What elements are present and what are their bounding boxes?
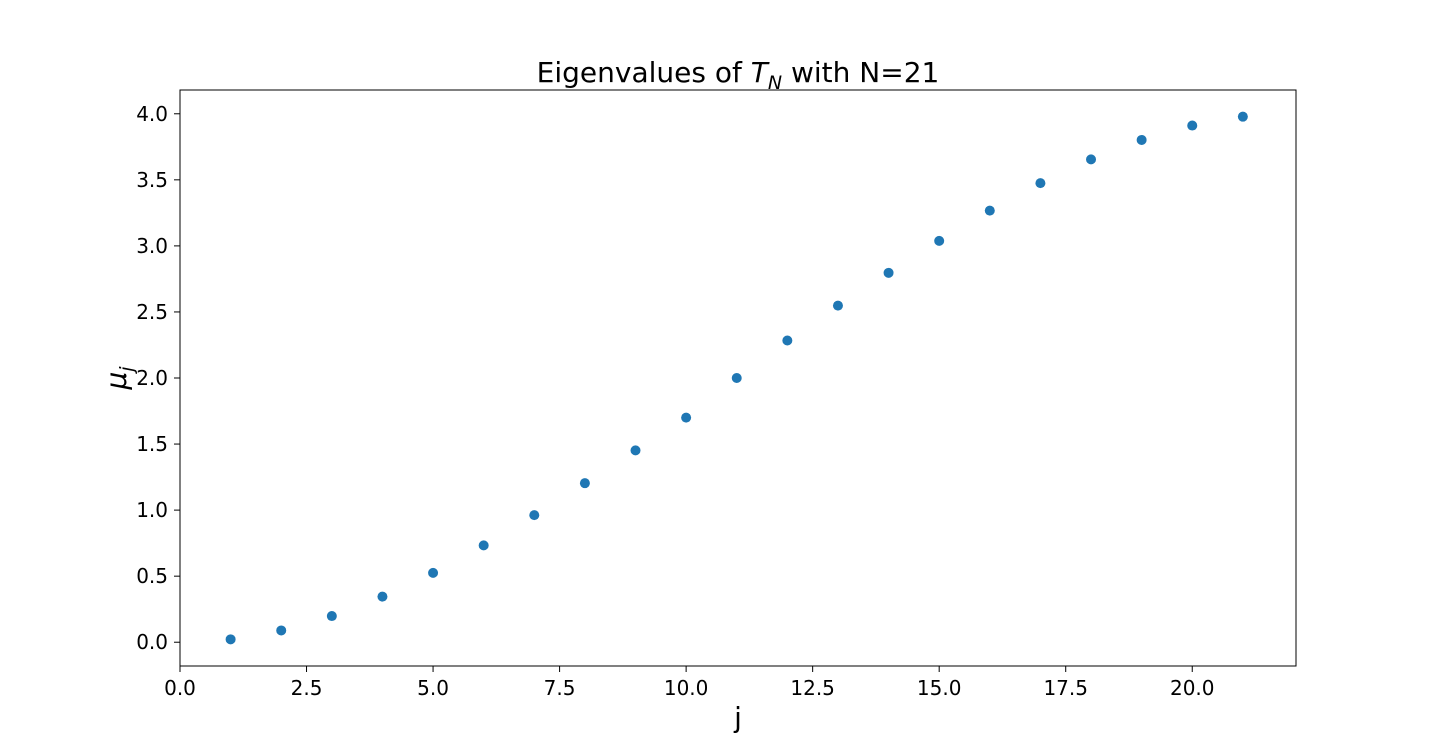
data-point (731, 373, 742, 383)
y-tick-label: 1.0 (136, 498, 168, 522)
chart-title-prefix: Eigenvalues of (537, 56, 751, 89)
y-tick-label: 3.0 (136, 234, 168, 258)
data-point (934, 235, 945, 246)
data-point (984, 205, 995, 216)
data-point (377, 591, 388, 602)
x-tick-label: 15.0 (917, 676, 962, 700)
data-point (225, 634, 236, 645)
y-tick-label: 2.0 (136, 366, 168, 390)
data-point (1136, 134, 1147, 145)
y-axis-label-subscript: j (116, 366, 138, 375)
data-point (478, 540, 489, 551)
x-axis-ticks: 0.0 2.5 5.0 7.5 10.0 12.5 15.0 17.5 20.0 (164, 666, 1215, 700)
x-tick-label: 5.0 (417, 676, 449, 700)
data-point (1035, 178, 1046, 189)
x-tick-label: 2.5 (291, 676, 323, 700)
y-tick-label: 0.0 (136, 630, 168, 654)
chart-title-subscript: N (768, 72, 782, 94)
data-point (529, 510, 540, 521)
data-point (579, 478, 590, 489)
data-point (326, 611, 337, 622)
x-axis-label: j (733, 701, 742, 734)
data-point (428, 567, 439, 578)
x-tick-label: 10.0 (664, 676, 709, 700)
x-tick-label: 0.0 (164, 676, 196, 700)
chart-title-suffix: with N=21 (782, 56, 939, 89)
data-point (1086, 154, 1097, 165)
chart-title: Eigenvalues of TN with N=21 (537, 56, 940, 94)
y-tick-label: 3.5 (136, 168, 168, 192)
x-tick-label: 7.5 (544, 676, 576, 700)
x-tick-label: 17.5 (1043, 676, 1088, 700)
y-axis-ticks: 0.0 0.5 1.0 1.5 2.0 2.5 3.0 3.5 4.0 (136, 102, 180, 654)
data-points (225, 111, 1248, 645)
y-axis-label-symbol: μ (100, 372, 133, 391)
y-tick-label: 4.0 (136, 102, 168, 126)
data-point (681, 412, 692, 423)
data-point (1237, 111, 1248, 122)
data-point (832, 300, 843, 311)
y-tick-label: 0.5 (136, 564, 168, 588)
y-axis-label: μj (100, 366, 138, 391)
chart-title-symbol: T (751, 56, 770, 89)
data-point (1187, 120, 1198, 131)
data-point (782, 335, 793, 346)
x-tick-label: 20.0 (1170, 676, 1215, 700)
data-point (630, 445, 641, 456)
data-point (276, 625, 287, 636)
y-tick-label: 1.5 (136, 432, 168, 456)
data-point (883, 267, 894, 278)
x-tick-label: 12.5 (790, 676, 835, 700)
y-tick-label: 2.5 (136, 300, 168, 324)
